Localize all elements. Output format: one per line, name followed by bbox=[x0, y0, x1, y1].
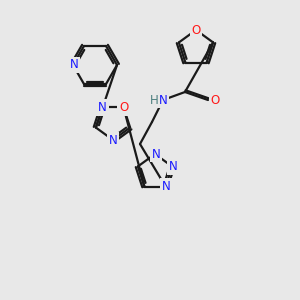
Text: O: O bbox=[210, 94, 220, 106]
Text: N: N bbox=[162, 180, 171, 193]
Text: O: O bbox=[119, 101, 128, 114]
Text: N: N bbox=[169, 160, 178, 173]
Text: O: O bbox=[191, 23, 201, 37]
Text: N: N bbox=[70, 58, 78, 71]
Text: N: N bbox=[109, 134, 117, 146]
Text: H: H bbox=[150, 94, 158, 106]
Text: N: N bbox=[98, 101, 107, 114]
Text: N: N bbox=[159, 94, 167, 106]
Text: N: N bbox=[152, 148, 160, 160]
